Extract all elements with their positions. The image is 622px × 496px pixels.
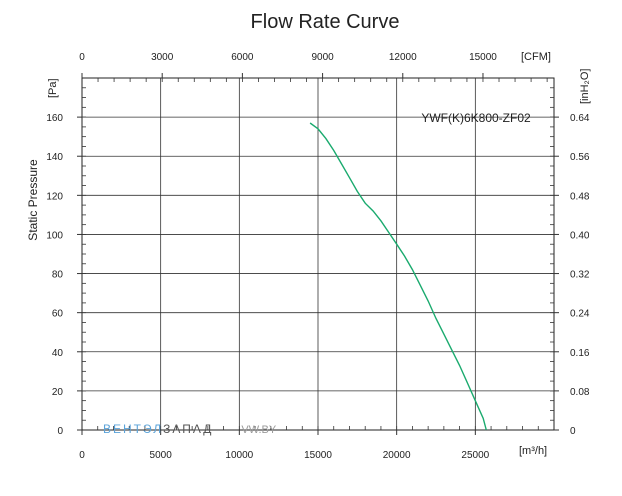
- top-axis-unit: [CFM]: [521, 51, 551, 63]
- minor-ticks: [82, 78, 554, 430]
- left-axis-unit: [Pa]: [47, 78, 59, 98]
- bottom-tick-label: 20000: [383, 450, 411, 461]
- left-tick-label: 60: [52, 309, 64, 320]
- y-axis-label: Static Pressure: [26, 159, 40, 241]
- bottom-tick-label: 10000: [225, 450, 253, 461]
- chart-title: Flow Rate Curve: [251, 11, 400, 33]
- top-tick-label: 9000: [311, 52, 334, 63]
- right-tick-label: 0.48: [570, 191, 590, 202]
- right-tick-label: 0.56: [570, 152, 590, 163]
- right-tick-label: 0.40: [570, 230, 590, 241]
- watermark-part-3: VW.BY: [241, 424, 277, 436]
- right-tick-label: 0.24: [570, 309, 590, 320]
- grid-lines: [82, 78, 554, 430]
- left-tick-label: 20: [52, 387, 64, 398]
- bottom-axis-unit: [m³/h]: [519, 445, 547, 457]
- series-line: [309, 122, 487, 431]
- right-tick-label: 0.08: [570, 387, 590, 398]
- right-axis: 0 0.08 0.16 0.24 0.32 0.40 0.48 0.56 0.64: [554, 113, 590, 437]
- watermark: ВЕНТЭЛЗАПАД VW.BY: [103, 422, 277, 436]
- left-axis: 0 20 40 60 80 100 120 140 160: [46, 113, 82, 437]
- right-tick-label: 0.32: [570, 270, 590, 281]
- top-tick-label: 3000: [151, 52, 174, 63]
- top-axis: 0 3000 6000 9000 12000 15000: [79, 52, 497, 78]
- left-tick-label: 80: [52, 270, 64, 281]
- left-tick-label: 120: [46, 191, 63, 202]
- left-tick-label: 100: [46, 230, 63, 241]
- model-label: YWF(K)6K800-ZF02: [421, 111, 531, 125]
- top-tick-label: 12000: [389, 52, 417, 63]
- top-tick-label: 0: [79, 52, 85, 63]
- left-tick-label: 40: [52, 348, 64, 359]
- right-axis-unit: [inH₂O]: [579, 69, 591, 104]
- bottom-axis: 0 5000 10000 15000 20000 25000: [79, 430, 490, 461]
- bottom-tick-label: 5000: [150, 450, 173, 461]
- bottom-tick-label: 0: [79, 450, 85, 461]
- watermark-part-2: ЗАПАД: [163, 422, 213, 436]
- bottom-tick-label: 25000: [461, 450, 489, 461]
- right-tick-label: 0: [570, 426, 576, 437]
- right-tick-label: 0.64: [570, 113, 590, 124]
- bottom-tick-label: 15000: [304, 450, 332, 461]
- left-tick-label: 0: [57, 426, 63, 437]
- top-tick-label: 15000: [469, 52, 497, 63]
- left-tick-label: 140: [46, 152, 63, 163]
- watermark-part-1: ВЕНТЭЛ: [103, 422, 163, 436]
- series-group: [309, 122, 487, 431]
- top-tick-label: 6000: [231, 52, 254, 63]
- right-tick-label: 0.16: [570, 348, 590, 359]
- left-tick-label: 160: [46, 113, 63, 124]
